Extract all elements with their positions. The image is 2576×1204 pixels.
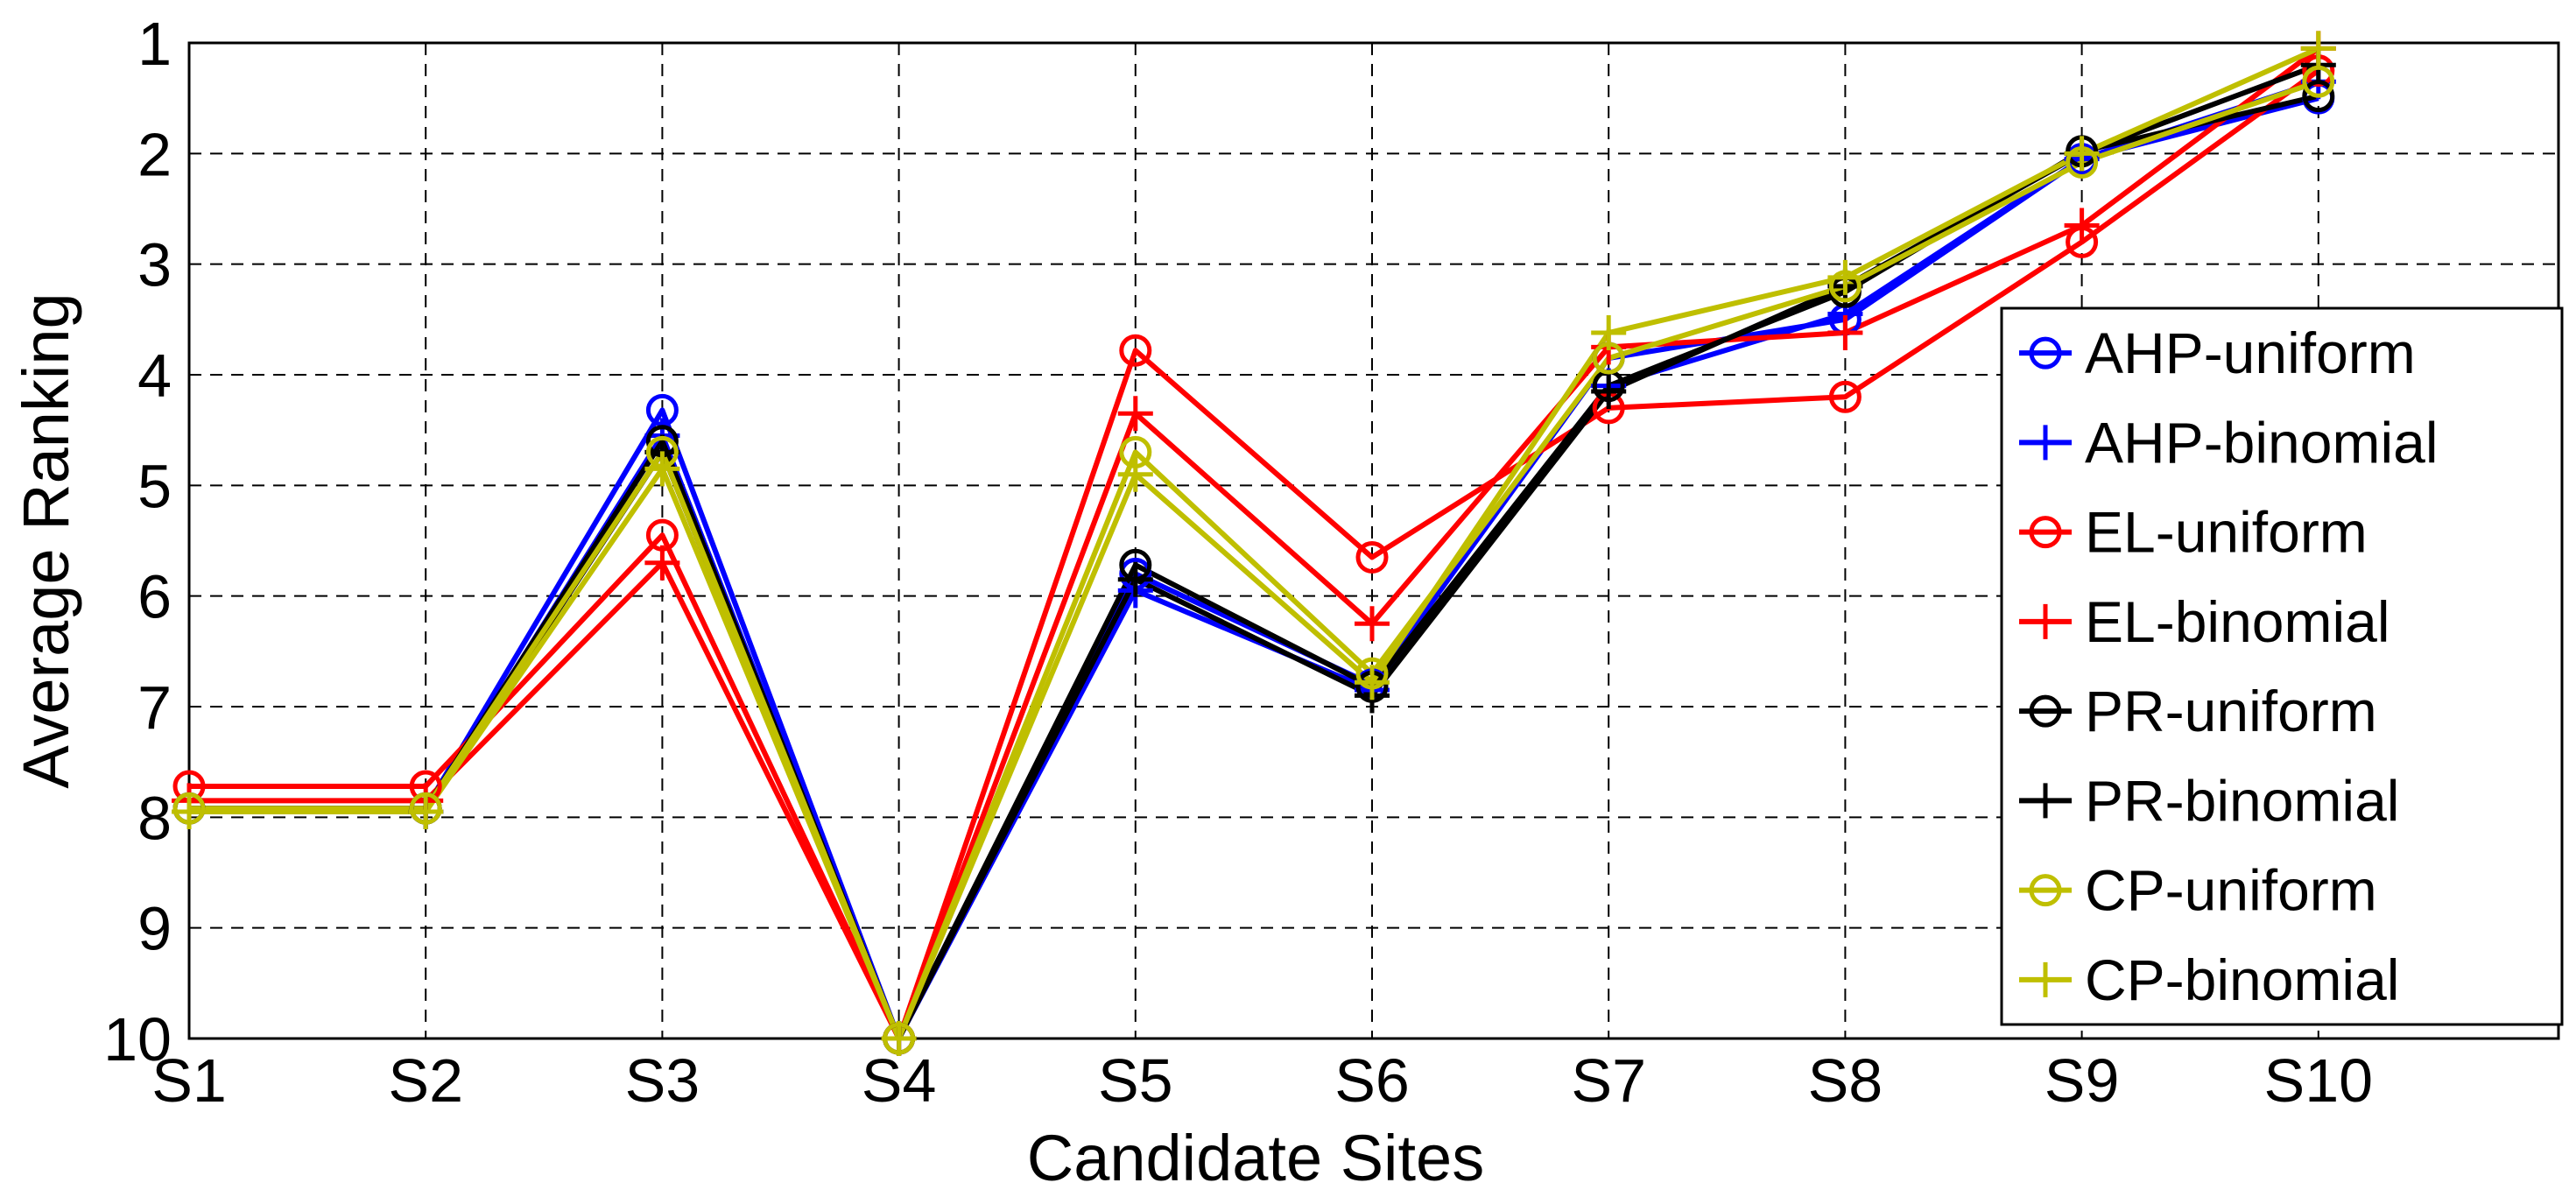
data-point xyxy=(1828,380,1862,413)
legend-label: CP-binomial xyxy=(2085,947,2399,1012)
y-tick-label: 2 xyxy=(137,120,172,188)
x-tick-label: S6 xyxy=(1334,1046,1410,1115)
data-point xyxy=(1119,334,1152,367)
legend-item: CP-binomial xyxy=(2019,947,2399,1012)
series-markers xyxy=(172,31,2336,1056)
y-tick-label: 1 xyxy=(137,10,172,78)
data-point xyxy=(2302,65,2335,98)
legend-label: PR-uniform xyxy=(2085,679,2377,743)
series-lines xyxy=(189,46,2320,1041)
data-point xyxy=(644,545,680,581)
y-tick-label: 5 xyxy=(137,452,172,520)
data-point xyxy=(1117,561,1153,597)
series-line xyxy=(189,46,2320,1041)
tick-labels: S1 S2 S3 S4 S5 S6 S7 S8 S9 S10 1 2 3 4 5 6 7 8 9 10 xyxy=(103,10,2373,1115)
y-tick-label: 10 xyxy=(103,1005,172,1074)
x-tick-label: S8 xyxy=(1808,1046,1883,1115)
data-point xyxy=(2064,208,2100,243)
legend-label: PR-binomial xyxy=(2085,768,2399,833)
y-tick-label: 7 xyxy=(137,673,172,742)
data-point xyxy=(2064,136,2100,172)
legend-marker xyxy=(2029,336,2062,370)
data-point xyxy=(1117,396,1153,432)
legend-item: PR-binomial xyxy=(2019,768,2399,833)
data-point xyxy=(1355,665,1390,701)
y-tick-label: 8 xyxy=(137,784,172,852)
series-line xyxy=(189,46,2320,1041)
x-tick-label: S4 xyxy=(862,1046,937,1115)
data-point xyxy=(1591,314,1627,350)
x-tick-label: S2 xyxy=(388,1046,463,1115)
x-tick-label: S3 xyxy=(625,1046,700,1115)
y-tick-label: 6 xyxy=(137,563,172,631)
legend: AHP-uniform AHP-binomial EL-uniform EL-bino… xyxy=(2000,306,2564,1026)
data-point xyxy=(1117,456,1153,492)
legend-box xyxy=(2000,306,2564,1026)
data-point xyxy=(172,794,207,830)
data-point xyxy=(2300,31,2336,67)
legend-item: EL-uniform xyxy=(2019,500,2368,565)
legend-item: AHP-uniform xyxy=(2019,320,2416,385)
data-point xyxy=(1355,606,1390,642)
x-tick-label: S7 xyxy=(1571,1046,1646,1115)
legend-label: EL-uniform xyxy=(2085,500,2368,565)
data-point xyxy=(408,794,444,830)
x-tick-label: S9 xyxy=(2045,1046,2120,1115)
data-point xyxy=(1355,540,1389,574)
data-point xyxy=(1591,373,1627,409)
legend-item: EL-binomial xyxy=(2019,589,2390,654)
series-line xyxy=(189,68,2320,1041)
legend-marker xyxy=(2029,874,2062,907)
legend-marker xyxy=(2028,603,2063,639)
legend-item: CP-uniform xyxy=(2019,858,2377,923)
data-point xyxy=(1827,314,1863,350)
legend-label: AHP-uniform xyxy=(2085,320,2416,385)
legend-item: PR-uniform xyxy=(2019,679,2377,743)
x-tick-label: S5 xyxy=(1098,1046,1173,1115)
legend-label: AHP-binomial xyxy=(2085,410,2438,475)
x-tick-label: S1 xyxy=(151,1046,227,1115)
legend-label: CP-uniform xyxy=(2085,858,2377,923)
legend-marker xyxy=(2028,783,2063,819)
x-tick-label: S10 xyxy=(2264,1046,2374,1115)
x-axis-label: Candidate Sites xyxy=(1027,1122,1484,1194)
y-tick-label: 9 xyxy=(137,895,172,963)
data-point xyxy=(1827,259,1863,295)
legend-marker xyxy=(2028,425,2063,461)
legend-marker xyxy=(2028,961,2063,997)
y-tick-label: 3 xyxy=(137,231,172,299)
series-line xyxy=(189,79,2319,1041)
legend-item: AHP-binomial xyxy=(2019,410,2438,475)
y-axis-label: Average Ranking xyxy=(10,292,82,788)
legend-label: EL-binomial xyxy=(2085,589,2390,654)
y-tick-label: 4 xyxy=(137,341,172,410)
data-point xyxy=(644,451,680,487)
legend-marker xyxy=(2029,516,2062,549)
legend-marker xyxy=(2029,694,2062,728)
data-point xyxy=(881,1021,917,1056)
